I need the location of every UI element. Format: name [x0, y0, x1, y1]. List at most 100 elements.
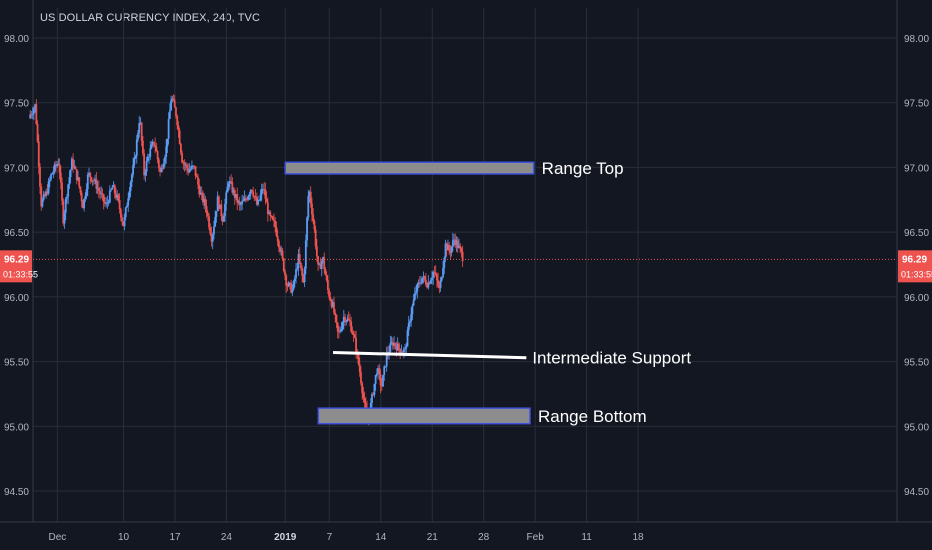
candle-body	[279, 247, 282, 252]
candle-body	[323, 257, 326, 270]
candle-body	[254, 196, 257, 198]
candle-body	[127, 198, 130, 206]
candle-body	[412, 299, 415, 306]
candle-body	[433, 271, 436, 273]
candle-body	[355, 337, 357, 352]
candle-body	[208, 216, 210, 228]
candle-body	[252, 191, 255, 197]
candle-body	[176, 116, 179, 126]
candle-body	[148, 156, 150, 158]
candle-body	[167, 118, 170, 139]
candle-body	[34, 104, 37, 109]
candle-body	[307, 196, 310, 218]
y-tick-label-right: 98.00	[904, 34, 929, 45]
price-tag-value: 96.29	[4, 254, 29, 265]
candle-body	[124, 207, 127, 218]
candle-body	[398, 343, 400, 349]
candle-body	[322, 257, 324, 262]
candle-body	[268, 212, 270, 215]
candle-body	[62, 200, 65, 224]
candle-body	[401, 351, 404, 353]
candle-body	[440, 277, 443, 281]
candle-body	[372, 394, 375, 395]
candle-body	[182, 162, 185, 164]
candle-body	[143, 153, 146, 176]
candle-body	[363, 398, 366, 403]
candle-body	[415, 291, 417, 294]
candle-body	[444, 243, 447, 259]
candle-body	[209, 227, 212, 235]
candle-body	[137, 132, 139, 140]
candle-body	[58, 164, 61, 173]
intermediate-support-line	[332, 351, 527, 360]
candle-body	[449, 250, 452, 253]
candle-body	[338, 331, 340, 333]
candle-body	[39, 166, 41, 187]
candle-body	[191, 165, 193, 169]
candle-body	[56, 164, 59, 167]
candle-body	[349, 320, 351, 322]
candle-body	[306, 217, 308, 241]
candle-body	[326, 280, 329, 290]
candle-body	[29, 114, 32, 119]
candle-body	[195, 175, 198, 178]
candle-body	[204, 198, 207, 206]
candle-body	[68, 177, 71, 185]
candle-body	[112, 185, 115, 188]
candle-body	[142, 140, 144, 154]
candle-body	[177, 125, 180, 131]
candle-body	[232, 190, 235, 193]
candle-body	[262, 188, 264, 190]
candle-body	[128, 191, 131, 199]
candle-body	[116, 194, 119, 198]
candle-body	[320, 261, 323, 269]
candle-body	[107, 202, 110, 204]
candle-body	[249, 189, 252, 195]
candle-body	[117, 194, 120, 201]
x-tick-label: Feb	[527, 532, 545, 543]
candle-body	[119, 209, 122, 218]
candle-body	[175, 107, 177, 117]
candle-body	[123, 217, 126, 227]
candle-body	[44, 194, 46, 196]
candle-body	[93, 180, 95, 182]
candle-body	[423, 276, 426, 280]
candle-body	[395, 346, 398, 351]
candle-body	[132, 164, 135, 175]
candle-body	[331, 302, 334, 307]
candle-body	[41, 199, 44, 207]
candle-body	[97, 187, 100, 191]
candle-body	[437, 280, 440, 286]
candle-body	[91, 180, 94, 182]
candle-body	[237, 201, 240, 203]
candle-body	[96, 187, 99, 189]
candle-body	[340, 328, 343, 331]
candle-body	[329, 296, 332, 301]
candle-body	[215, 211, 218, 217]
candle-body	[129, 182, 132, 192]
candle-body	[274, 221, 277, 228]
candle-body	[258, 199, 261, 201]
candle-body	[276, 235, 279, 241]
candle-body	[160, 168, 163, 172]
candle-body	[186, 164, 188, 169]
candle-body	[313, 220, 316, 230]
candle-body	[375, 373, 378, 375]
candle-body	[455, 240, 458, 246]
candle-body	[164, 157, 166, 164]
candle-body	[157, 159, 160, 168]
candle-body	[100, 193, 103, 195]
candle-body	[396, 343, 399, 351]
price-tag-bg	[898, 250, 932, 283]
candle-body	[393, 343, 395, 346]
candle-body	[172, 98, 175, 101]
candle-body	[350, 321, 353, 332]
candle-body	[269, 212, 272, 216]
candle-body	[155, 146, 158, 152]
candle-body	[113, 185, 116, 194]
candle-body	[69, 169, 72, 178]
candle-body	[79, 186, 82, 193]
candle-body	[308, 191, 311, 197]
candle-body	[165, 146, 168, 158]
